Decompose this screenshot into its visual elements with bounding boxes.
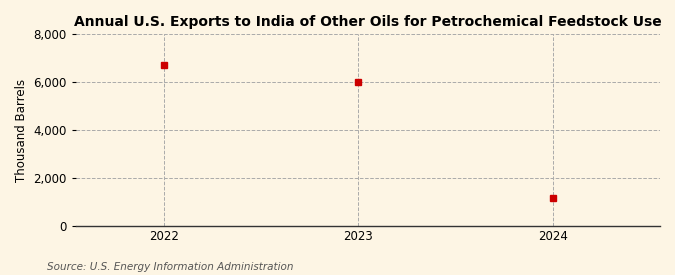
Text: Source: U.S. Energy Information Administration: Source: U.S. Energy Information Administ… (47, 262, 294, 272)
Y-axis label: Thousand Barrels: Thousand Barrels (15, 78, 28, 182)
Title: Annual U.S. Exports to India of Other Oils for Petrochemical Feedstock Use: Annual U.S. Exports to India of Other Oi… (74, 15, 662, 29)
